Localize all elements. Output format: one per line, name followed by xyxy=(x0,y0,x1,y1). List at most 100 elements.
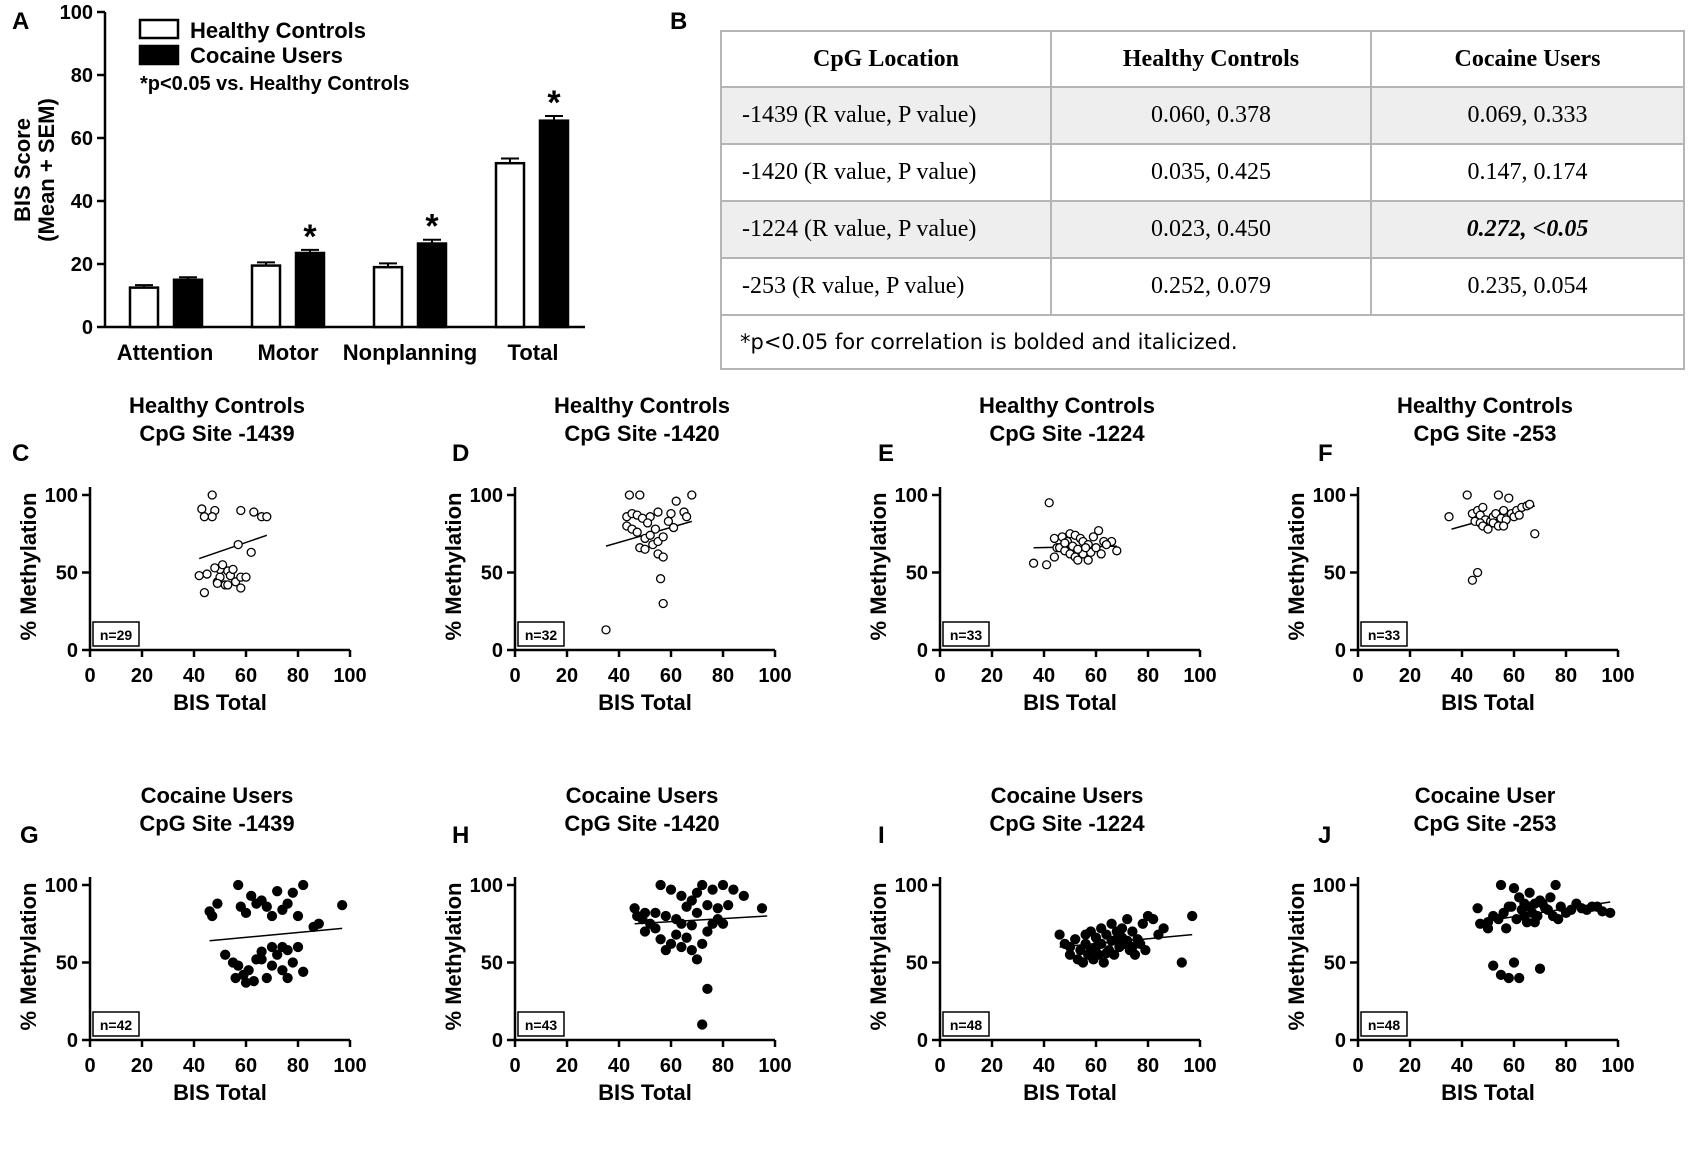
panel-label-d: D xyxy=(452,440,470,467)
y-tick-label: 0 xyxy=(67,640,78,662)
cell-location: -253 (R value, P value) xyxy=(720,257,1052,316)
data-point xyxy=(658,532,668,542)
y-tick-label: 0 xyxy=(82,317,93,339)
cell-location: -1439 (R value, P value) xyxy=(720,86,1052,145)
y-axis-label-line-2: (Mean + SEM) xyxy=(34,98,59,242)
data-point xyxy=(632,527,642,537)
scatter-chart-d: Healthy Controls CpG Site -1420 0 50 100 0 20 4… xyxy=(441,393,792,715)
data-point xyxy=(292,941,304,953)
x-tick-label: 100 xyxy=(758,1055,791,1077)
data-point xyxy=(240,977,252,988)
data-point xyxy=(256,946,267,957)
header-healthy-controls: Healthy Controls xyxy=(1050,30,1372,88)
data-point xyxy=(199,587,210,598)
data-point xyxy=(1545,892,1556,903)
data-point xyxy=(261,901,272,912)
data-point xyxy=(1112,546,1122,556)
x-tick-label: 100 xyxy=(333,665,366,687)
data-point xyxy=(1550,879,1561,891)
x-category-label: Motor xyxy=(257,340,319,365)
data-point xyxy=(207,512,217,522)
chart-title-line-1: Cocaine Users xyxy=(991,783,1144,808)
y-axis-label-line-1: BIS Score xyxy=(10,118,35,222)
x-tick-label: 100 xyxy=(1183,665,1216,687)
data-point xyxy=(660,910,671,922)
data-point xyxy=(1049,552,1060,562)
legend-label-healthy-controls: Healthy Controls xyxy=(190,18,366,43)
data-point xyxy=(650,524,661,534)
sample-size-label: n=29 xyxy=(100,627,133,643)
y-tick-label: 0 xyxy=(917,1030,928,1052)
y-axis-label: % Methylation xyxy=(441,883,466,1031)
data-point xyxy=(702,926,713,937)
data-point xyxy=(1187,910,1198,922)
data-point xyxy=(686,944,697,956)
sample-size-box xyxy=(92,1011,140,1037)
bar-healthy-controls xyxy=(372,265,404,329)
data-point xyxy=(1511,913,1522,925)
sample-size-label: n=43 xyxy=(525,1017,558,1033)
y-tick-label: 50 xyxy=(481,563,503,585)
data-point xyxy=(676,941,687,953)
x-tick-label: 60 xyxy=(660,665,682,687)
y-tick-label: 100 xyxy=(1313,875,1346,897)
table-row: -1224 (R value, P value) 0.023, 0.450 0.… xyxy=(720,200,1685,259)
data-point xyxy=(240,907,252,919)
data-point xyxy=(1506,901,1517,912)
data-point xyxy=(1106,918,1117,929)
data-point xyxy=(1529,917,1540,928)
x-tick-label: 40 xyxy=(183,1055,205,1077)
chart-title-line-1: Healthy Controls xyxy=(129,393,305,418)
data-point xyxy=(691,907,703,919)
chart-title-line-1: Cocaine User xyxy=(1415,783,1556,808)
y-tick-label: 60 xyxy=(71,128,93,150)
data-point xyxy=(1483,524,1493,534)
cell-cocaine-users: 0.147, 0.174 xyxy=(1370,143,1685,202)
x-tick-label: 80 xyxy=(287,1055,309,1077)
data-point xyxy=(635,490,645,500)
data-point xyxy=(681,512,692,522)
data-point xyxy=(756,903,768,914)
significance-star: * xyxy=(547,84,561,122)
data-point xyxy=(282,944,293,956)
data-point xyxy=(266,960,278,971)
data-point xyxy=(1093,525,1104,536)
y-tick-label: 50 xyxy=(906,563,928,585)
data-point xyxy=(712,903,723,914)
x-category-label: Nonplanning xyxy=(343,340,477,365)
data-point xyxy=(249,507,259,517)
data-point xyxy=(1530,529,1540,539)
panel-label-j: J xyxy=(1318,822,1332,849)
x-axis-label: BIS Total xyxy=(598,1080,692,1105)
x-tick-label: 0 xyxy=(934,665,945,687)
data-point xyxy=(676,918,687,929)
data-point xyxy=(1467,575,1478,585)
y-axis-label: % Methylation xyxy=(441,493,466,641)
x-axis-label: BIS Total xyxy=(1441,690,1535,715)
data-point xyxy=(272,886,283,897)
chart-title-line-2: CpG Site -1439 xyxy=(139,811,294,836)
x-tick-label: 40 xyxy=(608,665,630,687)
x-tick-label: 80 xyxy=(1555,665,1577,687)
x-tick-label: 80 xyxy=(712,1055,734,1077)
y-tick-label: 100 xyxy=(60,2,93,24)
data-point xyxy=(194,570,204,581)
sample-size-label: n=32 xyxy=(525,627,558,643)
data-point xyxy=(650,923,661,934)
data-point xyxy=(1083,555,1093,565)
data-point xyxy=(212,898,223,909)
data-point xyxy=(697,938,708,950)
data-point xyxy=(1508,882,1520,894)
legend-label-cocaine-users: Cocaine Users xyxy=(190,43,343,68)
scatter-chart-f: Healthy Controls CpG Site -253 0 50 100 0 20 40… xyxy=(1284,393,1635,715)
panel-label-e: E xyxy=(878,440,895,467)
x-tick-label: 40 xyxy=(183,665,205,687)
data-point xyxy=(1498,521,1509,531)
x-tick-label: 80 xyxy=(1137,665,1159,687)
y-tick-label: 20 xyxy=(71,254,93,276)
x-axis-label: BIS Total xyxy=(1441,1080,1535,1105)
data-point xyxy=(655,879,666,891)
data-point xyxy=(251,898,262,909)
y-axis-label: % Methylation xyxy=(16,883,41,1031)
table-header-row: CpG Location Healthy Controls Cocaine Us… xyxy=(720,30,1685,88)
